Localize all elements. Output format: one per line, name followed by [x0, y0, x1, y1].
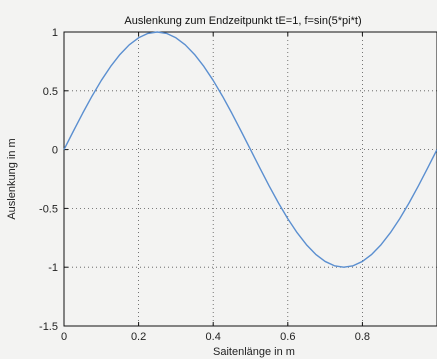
x-tick-label: 0.6	[280, 331, 295, 343]
series-layer	[63, 31, 437, 268]
chart-title: Auslenkung zum Endzeitpunkt tE=1, f=sin(…	[124, 15, 361, 27]
x-tick-label: 0	[61, 331, 67, 343]
x-tick-label: 0.4	[206, 331, 221, 343]
y-tick-label: 0	[52, 145, 58, 157]
x-tick-label: 0.8	[355, 331, 370, 343]
y-axis-title: Auslenkung in m	[6, 138, 18, 219]
plot-area-frame	[63, 31, 437, 327]
series-line	[63, 31, 437, 268]
tick-layer: 0 0.2 0.4 0.6 0.8 1 0.5 0 -0.5 -1 -1.5	[39, 27, 370, 343]
y-tick-label: -1	[48, 262, 58, 274]
y-tick-label: 1	[52, 27, 58, 39]
x-tick-label: 0.2	[131, 331, 146, 343]
grid-layer	[64, 32, 437, 326]
y-tick-label: -1.5	[39, 321, 58, 333]
y-tick-label: 0.5	[43, 86, 58, 98]
y-tick-label: -0.5	[39, 203, 58, 215]
x-axis-title: Saitenlänge in m	[213, 346, 295, 358]
